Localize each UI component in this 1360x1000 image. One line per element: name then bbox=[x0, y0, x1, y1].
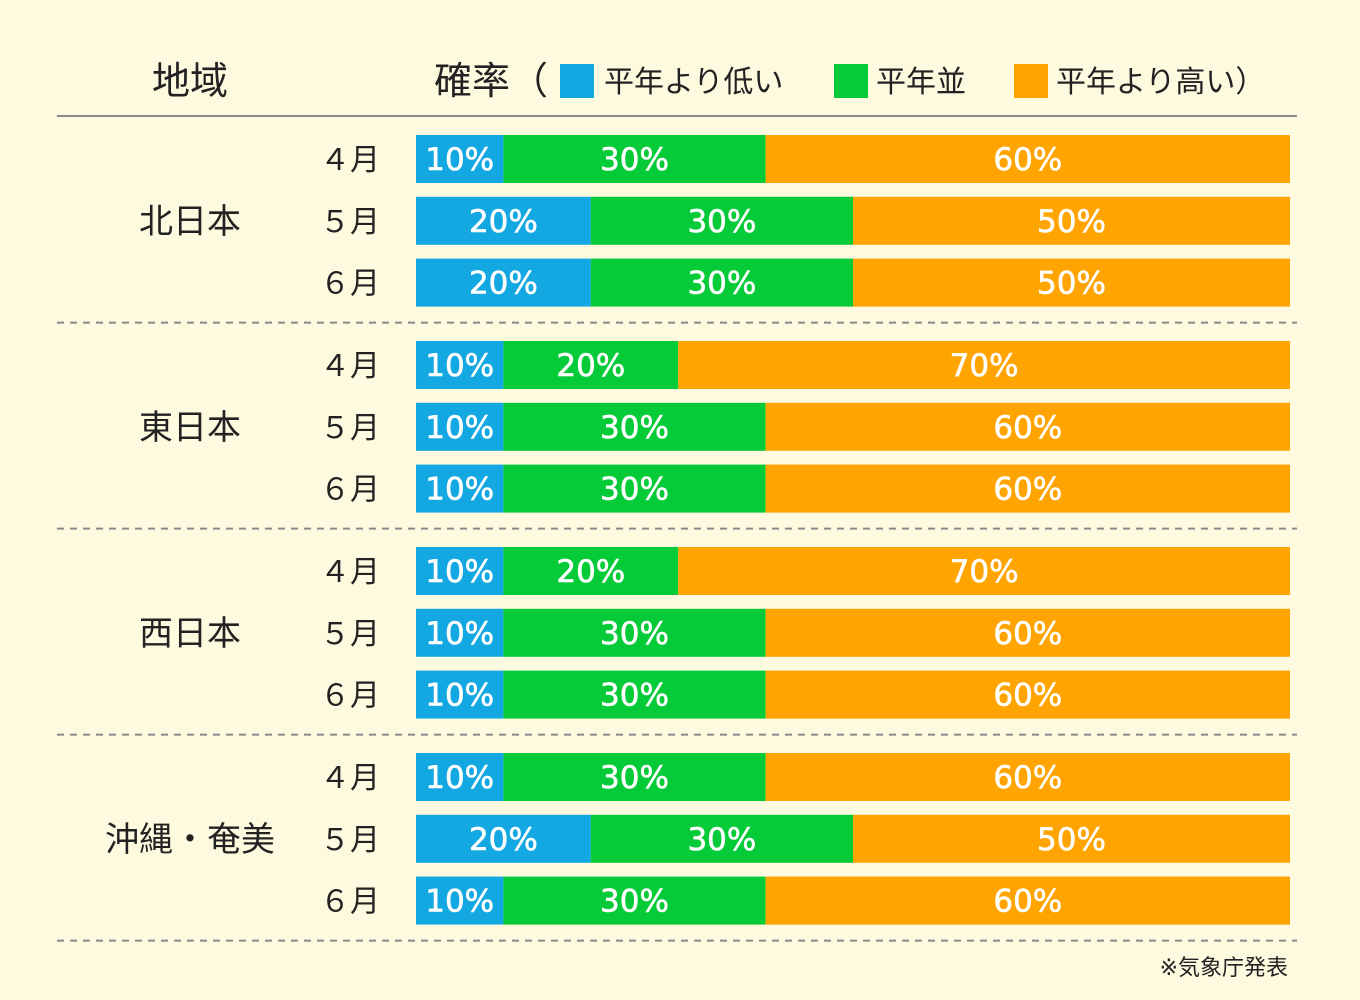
data-label: 50% bbox=[1037, 266, 1106, 302]
bar-segment-normal bbox=[503, 876, 766, 925]
month-label: ６月 bbox=[320, 679, 380, 714]
bar-segment-high bbox=[765, 670, 1290, 719]
month-label: ４月 bbox=[320, 555, 380, 590]
region-label: 東日本 bbox=[139, 408, 241, 448]
data-label: 20% bbox=[469, 822, 538, 858]
data-label: 20% bbox=[469, 204, 538, 240]
bar-segment-normal bbox=[503, 135, 766, 183]
bar-segment-high bbox=[853, 196, 1290, 245]
bar-segment-high bbox=[678, 547, 1290, 595]
data-label: 60% bbox=[993, 410, 1062, 446]
data-label: 60% bbox=[993, 884, 1062, 920]
legend-label-low: 平年より低い bbox=[604, 65, 783, 100]
bar-segment-high bbox=[765, 876, 1290, 925]
region-label: 沖縄・奄美 bbox=[105, 820, 275, 860]
month-label: ５月 bbox=[320, 617, 380, 652]
data-label: 30% bbox=[687, 204, 756, 240]
bar-segment-low bbox=[416, 753, 504, 801]
bar-segment-low bbox=[416, 135, 504, 183]
data-label: 10% bbox=[425, 678, 494, 714]
bar-segment-high bbox=[765, 753, 1290, 801]
bar-segment-normal bbox=[503, 753, 766, 801]
bar-segment-high bbox=[678, 341, 1290, 389]
region-label: 西日本 bbox=[139, 614, 241, 654]
data-label: 20% bbox=[469, 266, 538, 302]
bar-segment-high bbox=[853, 258, 1290, 307]
month-label: ４月 bbox=[320, 761, 380, 796]
data-label: 30% bbox=[600, 884, 669, 920]
probability-column-header: 確率（ bbox=[434, 59, 548, 103]
data-label: 60% bbox=[993, 760, 1062, 796]
bar-segment-low bbox=[416, 402, 504, 451]
bar-segment-normal bbox=[503, 464, 766, 513]
bar-segment-low bbox=[416, 876, 504, 925]
data-label: 30% bbox=[687, 266, 756, 302]
data-label: 10% bbox=[425, 760, 494, 796]
legend-label-normal: 平年並 bbox=[876, 65, 966, 100]
month-label: ５月 bbox=[320, 823, 380, 858]
data-label: 10% bbox=[425, 410, 494, 446]
bar-segment-normal bbox=[590, 196, 853, 245]
data-label: 70% bbox=[950, 554, 1019, 590]
bar-segment-low bbox=[416, 341, 504, 389]
data-label: 60% bbox=[993, 142, 1062, 178]
bar-segment-low bbox=[416, 547, 504, 595]
data-label: 20% bbox=[556, 348, 625, 384]
data-label: 10% bbox=[425, 348, 494, 384]
bar-segment-low bbox=[416, 608, 504, 657]
legend-swatch-high bbox=[1014, 64, 1048, 98]
data-label: 10% bbox=[425, 142, 494, 178]
bar-segment-normal bbox=[503, 341, 679, 389]
data-label: 30% bbox=[600, 142, 669, 178]
data-label: 10% bbox=[425, 884, 494, 920]
bar-segment-high bbox=[853, 814, 1290, 863]
data-label: 30% bbox=[600, 410, 669, 446]
data-label: 60% bbox=[993, 678, 1062, 714]
data-label: 10% bbox=[425, 472, 494, 508]
data-label: 30% bbox=[600, 616, 669, 652]
bar-segment-normal bbox=[590, 814, 853, 863]
month-label: ５月 bbox=[320, 411, 380, 446]
month-label: ５月 bbox=[320, 205, 380, 240]
bar-segment-high bbox=[765, 402, 1290, 451]
month-label: ６月 bbox=[320, 885, 380, 920]
data-label: 30% bbox=[600, 472, 669, 508]
chart-rows: 北日本 ４月 10% 30% 60% ５月 20% 30% 50% ６月 20% 30% 50% 東日本 ４… bbox=[57, 135, 1297, 942]
bar-segment-high bbox=[765, 135, 1290, 183]
bar-segment-normal bbox=[590, 258, 853, 307]
legend-swatch-low bbox=[560, 64, 594, 98]
bar-segment-normal bbox=[503, 402, 766, 451]
data-label: 30% bbox=[687, 822, 756, 858]
month-label: ６月 bbox=[320, 267, 380, 302]
source-note: ※気象庁発表 bbox=[1160, 956, 1288, 981]
legend-label-high: 平年より高い） bbox=[1056, 65, 1265, 100]
region-label: 北日本 bbox=[139, 202, 241, 242]
bar-segment-normal bbox=[503, 608, 766, 657]
data-label: 60% bbox=[993, 616, 1062, 652]
month-label: ６月 bbox=[320, 473, 380, 508]
data-label: 50% bbox=[1037, 822, 1106, 858]
bar-segment-normal bbox=[503, 670, 766, 719]
bar-segment-high bbox=[765, 608, 1290, 657]
month-label: ４月 bbox=[320, 349, 380, 384]
legend-swatch-normal bbox=[834, 64, 868, 98]
data-label: 10% bbox=[425, 616, 494, 652]
bar-segment-low bbox=[416, 464, 504, 513]
month-label: ４月 bbox=[320, 143, 380, 178]
bar-segment-low bbox=[416, 258, 591, 307]
data-label: 30% bbox=[600, 760, 669, 796]
data-label: 50% bbox=[1037, 204, 1106, 240]
bar-segment-low bbox=[416, 196, 591, 245]
data-label: 20% bbox=[556, 554, 625, 590]
region-column-header: 地域 bbox=[152, 59, 228, 103]
data-label: 30% bbox=[600, 678, 669, 714]
bar-segment-low bbox=[416, 670, 504, 719]
bar-segment-low bbox=[416, 814, 591, 863]
data-label: 60% bbox=[993, 472, 1062, 508]
bar-segment-high bbox=[765, 464, 1290, 513]
data-label: 70% bbox=[950, 348, 1019, 384]
bar-segment-normal bbox=[503, 547, 679, 595]
data-label: 10% bbox=[425, 554, 494, 590]
